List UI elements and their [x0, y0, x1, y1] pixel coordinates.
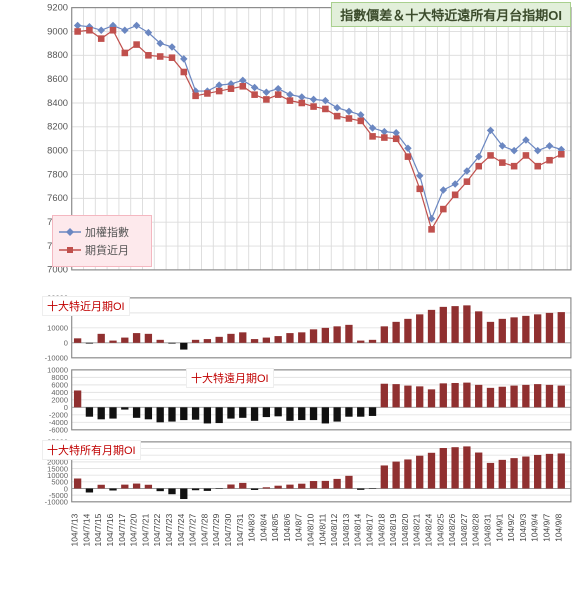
- svg-text:104/8/13: 104/8/13: [341, 513, 351, 546]
- svg-text:104/7/23: 104/7/23: [164, 513, 174, 546]
- svg-text:104/8/5: 104/8/5: [270, 513, 280, 541]
- svg-text:104/7/27: 104/7/27: [188, 513, 198, 546]
- svg-text:104/8/17: 104/8/17: [365, 513, 375, 546]
- svg-text:104/7/20: 104/7/20: [129, 513, 139, 546]
- svg-text:104/7/13: 104/7/13: [70, 513, 80, 546]
- legend-marker-1: [59, 227, 81, 237]
- x-axis: 104/7/13104/7/14104/7/15104/7/16104/7/17…: [38, 510, 571, 594]
- x-axis-plot: 104/7/13104/7/14104/7/15104/7/16104/7/17…: [38, 510, 571, 589]
- svg-text:104/7/28: 104/7/28: [199, 513, 209, 546]
- svg-text:104/7/21: 104/7/21: [140, 513, 150, 546]
- svg-text:104/8/21: 104/8/21: [412, 513, 422, 546]
- svg-text:104/8/4: 104/8/4: [258, 513, 268, 541]
- svg-text:104/8/7: 104/8/7: [294, 513, 304, 541]
- svg-text:104/7/29: 104/7/29: [211, 513, 221, 546]
- svg-text:104/9/4: 104/9/4: [530, 513, 540, 541]
- svg-text:104/8/11: 104/8/11: [317, 513, 327, 545]
- svg-text:104/8/24: 104/8/24: [424, 513, 434, 546]
- svg-text:104/8/10: 104/8/10: [306, 513, 316, 546]
- sub-label-2: 十大特遠月期OI: [186, 368, 274, 388]
- legend-marker-2: [59, 245, 81, 255]
- legend-row: 期貨近月: [59, 242, 145, 258]
- svg-text:104/8/6: 104/8/6: [282, 513, 292, 541]
- svg-text:104/7/30: 104/7/30: [223, 513, 233, 546]
- svg-text:104/8/26: 104/8/26: [447, 513, 457, 546]
- svg-text:104/7/31: 104/7/31: [235, 513, 245, 546]
- legend-label-2: 期貨近月: [85, 242, 129, 258]
- sub-chart-1: -100000100002000030000 十大特近月期OI: [38, 296, 571, 364]
- chart-title: 指數價差＆十大特近遠所有月台指期OI: [331, 2, 571, 27]
- svg-text:104/8/18: 104/8/18: [376, 513, 386, 546]
- legend-row: 加權指數: [59, 224, 145, 240]
- svg-text:-10000: -10000: [45, 354, 68, 363]
- sub-chart-2: -6000-4000-20000200040006000800010000 十大…: [38, 368, 571, 436]
- svg-text:104/9/2: 104/9/2: [506, 513, 516, 541]
- svg-text:104/8/19: 104/8/19: [388, 513, 398, 546]
- svg-text:104/9/8: 104/9/8: [553, 513, 563, 541]
- svg-text:8000: 8000: [47, 145, 68, 155]
- svg-text:7600: 7600: [47, 193, 68, 203]
- sub-chart-3: -10000-500005000100001500020000250003000…: [38, 440, 571, 508]
- svg-text:9000: 9000: [47, 26, 68, 36]
- svg-text:104/8/27: 104/8/27: [459, 513, 469, 546]
- sub-plot-2: -6000-4000-20000200040006000800010000: [38, 368, 571, 432]
- svg-text:104/7/22: 104/7/22: [152, 513, 162, 546]
- svg-text:10000: 10000: [47, 366, 68, 375]
- svg-text:104/7/14: 104/7/14: [81, 513, 91, 546]
- svg-text:104/9/1: 104/9/1: [494, 513, 504, 541]
- svg-text:8600: 8600: [47, 74, 68, 84]
- legend-label-1: 加權指數: [85, 224, 129, 240]
- svg-text:104/8/12: 104/8/12: [329, 513, 339, 546]
- svg-text:8400: 8400: [47, 98, 68, 108]
- svg-text:10000: 10000: [47, 324, 68, 333]
- svg-text:104/9/3: 104/9/3: [518, 513, 528, 541]
- svg-text:104/7/15: 104/7/15: [93, 513, 103, 546]
- svg-text:104/8/28: 104/8/28: [471, 513, 481, 546]
- svg-text:104/8/25: 104/8/25: [435, 513, 445, 546]
- svg-text:104/7/16: 104/7/16: [105, 513, 115, 546]
- svg-text:0: 0: [64, 339, 68, 348]
- svg-text:8200: 8200: [47, 122, 68, 132]
- svg-text:104/9/7: 104/9/7: [541, 513, 551, 541]
- svg-text:9200: 9200: [47, 2, 68, 12]
- sub-label-1: 十大特近月期OI: [42, 296, 130, 316]
- svg-text:104/8/20: 104/8/20: [400, 513, 410, 546]
- svg-text:104/7/17: 104/7/17: [117, 513, 127, 546]
- svg-text:104/8/31: 104/8/31: [482, 513, 492, 546]
- svg-text:104/7/24: 104/7/24: [176, 513, 186, 546]
- svg-text:8800: 8800: [47, 50, 68, 60]
- svg-text:104/8/14: 104/8/14: [353, 513, 363, 546]
- svg-text:7800: 7800: [47, 169, 68, 179]
- legend: 加權指數 期貨近月: [52, 215, 152, 267]
- sub-label-3: 十大特所有月期OI: [42, 440, 141, 460]
- svg-text:104/8/3: 104/8/3: [247, 513, 257, 541]
